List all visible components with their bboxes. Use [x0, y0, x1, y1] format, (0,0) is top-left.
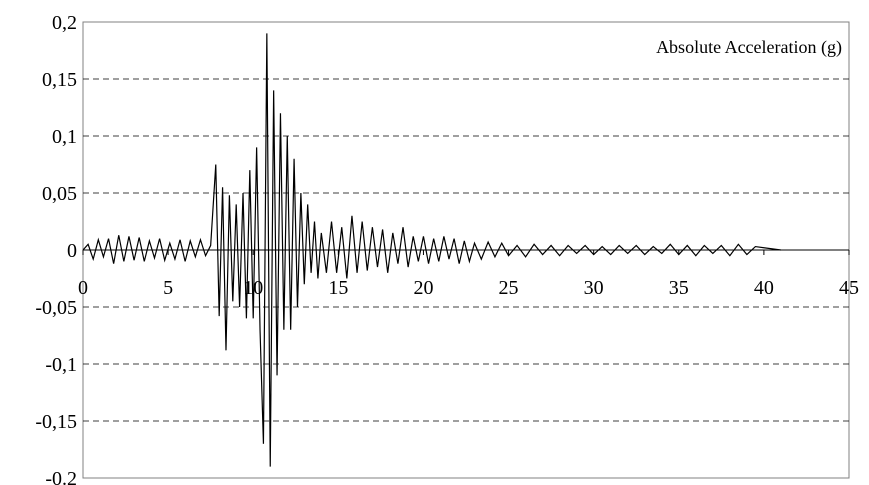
x-tick-label: 25 — [499, 277, 519, 299]
y-tick-label: -0.2 — [45, 468, 77, 485]
acceleration-series-line — [82, 33, 781, 467]
x-tick-label: 35 — [669, 277, 689, 299]
y-tick-label: -0,05 — [35, 297, 77, 319]
y-tick-label: 0,05 — [42, 183, 77, 205]
x-tick-label: 45 — [839, 277, 859, 299]
x-tick-label: 40 — [754, 277, 774, 299]
legend-label: Absolute Acceleration (g) — [656, 37, 842, 58]
y-tick-label: -0,1 — [45, 354, 77, 376]
y-tick-label: 0,2 — [52, 12, 77, 34]
y-tick-label: 0 — [67, 240, 77, 262]
x-tick-label: 15 — [328, 277, 348, 299]
x-tick-label: 0 — [78, 277, 88, 299]
y-tick-labels: 0,2 0,15 0,1 0,05 0 -0,05 -0,1 -0,15 -0.2 — [35, 12, 77, 485]
y-tick-label: 0,15 — [42, 69, 77, 91]
y-tick-label: -0,15 — [35, 411, 77, 433]
x-tick-label: 30 — [584, 277, 604, 299]
x-tick-label: 20 — [413, 277, 433, 299]
x-tick-label: 5 — [163, 277, 173, 299]
x-tick-labels: 0 5 10 15 20 25 30 35 40 45 — [78, 250, 859, 299]
y-tick-label: 0,1 — [52, 126, 77, 148]
x-tick-label: 10 — [243, 277, 263, 299]
gridlines — [83, 78, 849, 422]
